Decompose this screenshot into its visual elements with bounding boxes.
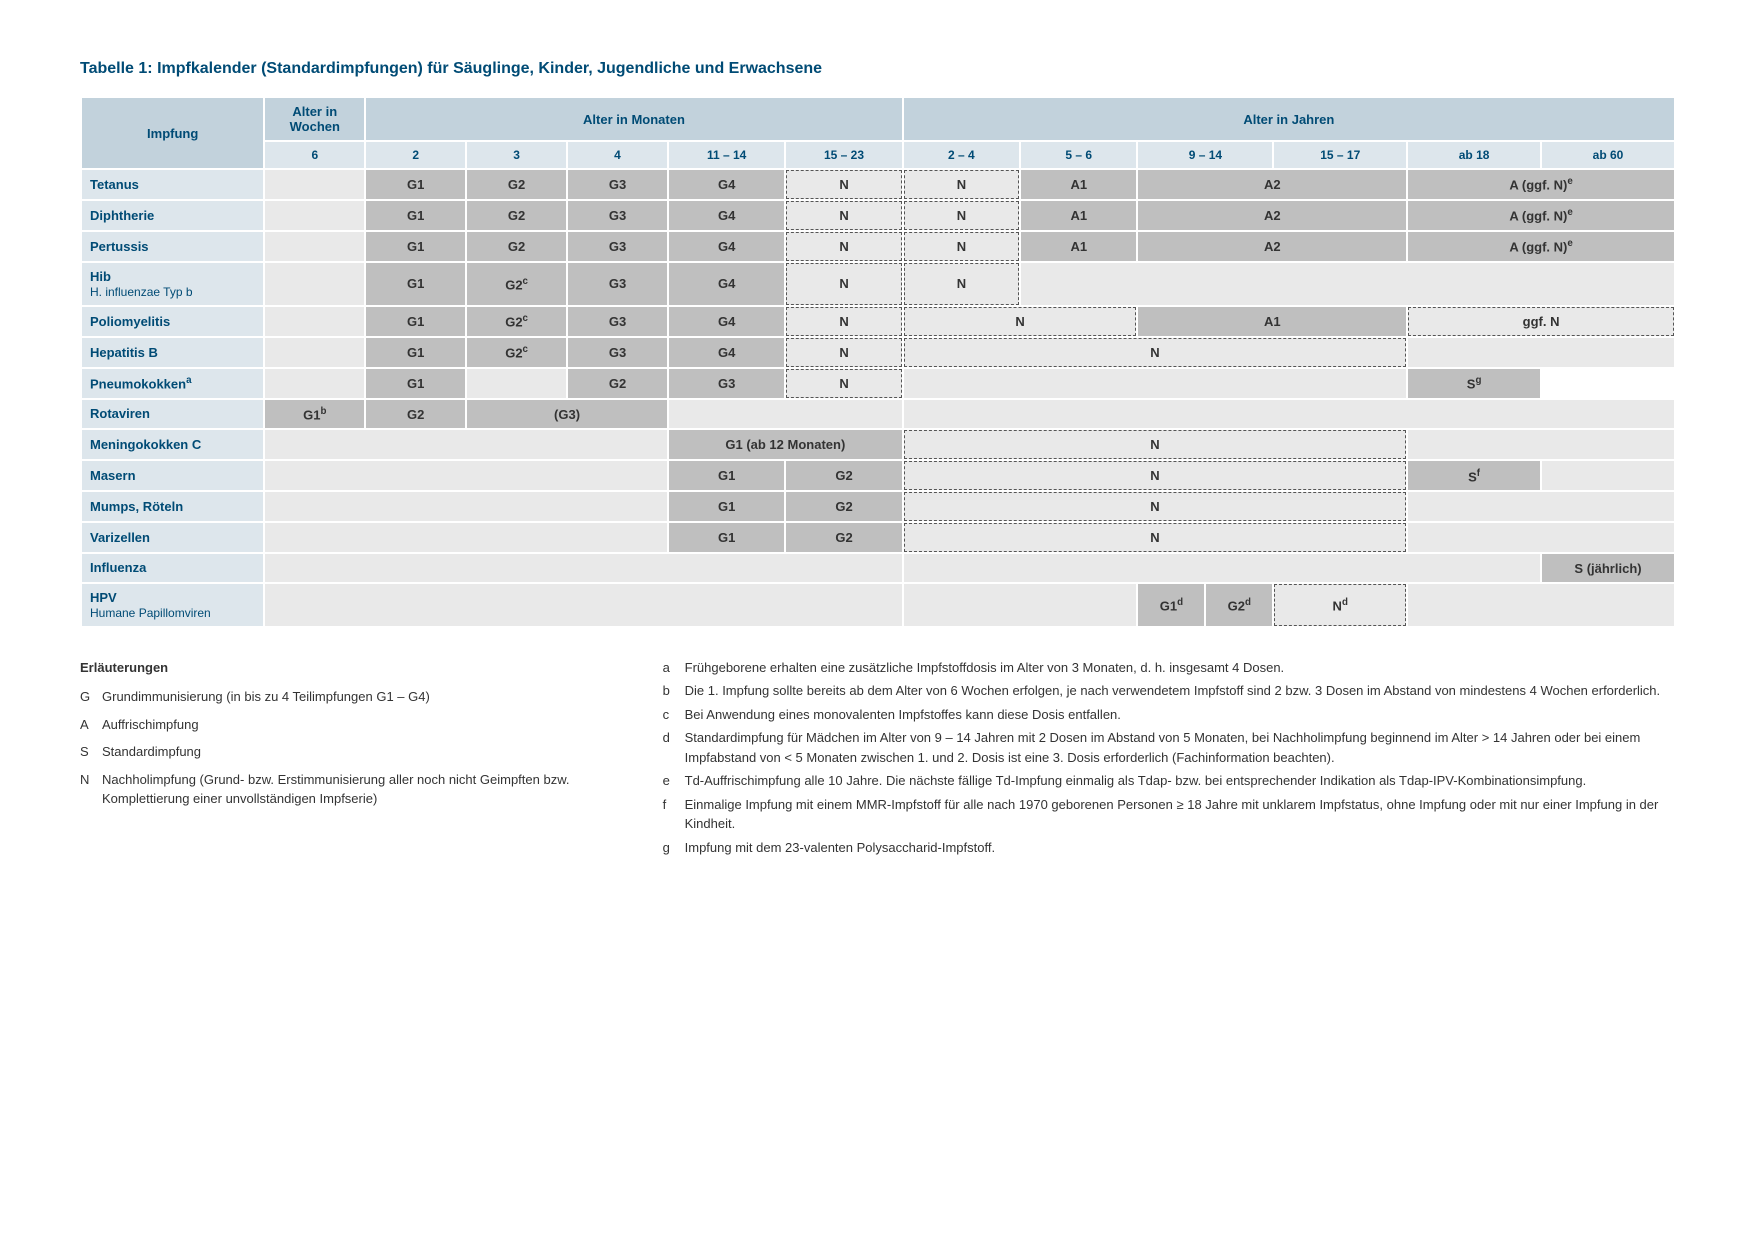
- legend-title: Erläuterungen: [80, 658, 623, 678]
- hdr-y2: 2 – 4: [904, 142, 1019, 168]
- legend-item: AAuffrischimpfung: [80, 715, 623, 735]
- row-varizellen: Varizellen: [82, 523, 263, 552]
- table-row: Rotaviren G1b G2 (G3): [82, 400, 1674, 428]
- row-hepb: Hepatitis B: [82, 338, 263, 367]
- hdr-m2: 2: [366, 142, 465, 168]
- row-pneumo: Pneumokokkena: [82, 369, 263, 398]
- table-title: Tabelle 1: Impfkalender (Standardimpfung…: [80, 60, 1676, 78]
- hdr-y18: ab 18: [1408, 142, 1540, 168]
- footnote: gImpfung mit dem 23-valenten Polysacchar…: [663, 838, 1676, 858]
- hdr-y5: 5 – 6: [1021, 142, 1136, 168]
- table-row: HibH. influenzae Typ b G1 G2c G3 G4 N N: [82, 263, 1674, 305]
- vaccination-table: Impfung Alter in Wochen Alter in Monaten…: [80, 96, 1676, 628]
- group-weeks: Alter in Wochen: [265, 98, 364, 140]
- row-polio: Poliomyelitis: [82, 307, 263, 336]
- footnote: dStandardimpfung für Mädchen im Alter vo…: [663, 728, 1676, 767]
- table-row: Meningokokken C G1 (ab 12 Monaten) N: [82, 430, 1674, 459]
- footnote: eTd-Auffrischimpfung alle 10 Jahre. Die …: [663, 771, 1676, 791]
- table-row: Influenza S (jährlich): [82, 554, 1674, 582]
- group-months: Alter in Monaten: [366, 98, 901, 140]
- row-rota: Rotaviren: [82, 400, 263, 428]
- footnote: fEinmalige Impfung mit einem MMR-Impfsto…: [663, 795, 1676, 834]
- table-row: Diphtherie G1 G2 G3 G4 N N A1 A2 A (ggf.…: [82, 201, 1674, 230]
- hdr-m4: 4: [568, 142, 667, 168]
- hdr-y60: ab 60: [1542, 142, 1674, 168]
- hdr-y15: 15 – 17: [1274, 142, 1406, 168]
- row-pertussis: Pertussis: [82, 232, 263, 261]
- row-diphtherie: Diphtherie: [82, 201, 263, 230]
- legend-item: GGrundimmunisierung (in bis zu 4 Teilimp…: [80, 687, 623, 707]
- hdr-y9: 9 – 14: [1138, 142, 1272, 168]
- row-hib: HibH. influenzae Typ b: [82, 263, 263, 305]
- table-row: Varizellen G1 G2 N: [82, 523, 1674, 552]
- hdr-w6: 6: [265, 142, 364, 168]
- legend-item: SStandardimpfung: [80, 742, 623, 762]
- group-years: Alter in Jahren: [904, 98, 1674, 140]
- legend: Erläuterungen GGrundimmunisierung (in bi…: [80, 658, 1676, 862]
- table-row: Hepatitis B G1 G2c G3 G4 N N: [82, 338, 1674, 367]
- footnote: bDie 1. Impfung sollte bereits ab dem Al…: [663, 681, 1676, 701]
- row-masern: Masern: [82, 461, 263, 490]
- table-row: HPVHumane Papillomviren G1d G2d Nd: [82, 584, 1674, 626]
- table-row: Poliomyelitis G1 G2c G3 G4 N N A1 ggf. N: [82, 307, 1674, 336]
- row-mumps: Mumps, Röteln: [82, 492, 263, 521]
- col-vaccine: Impfung: [82, 98, 263, 168]
- legend-item: NNachholimpfung (Grund- bzw. Erstimmunis…: [80, 770, 623, 809]
- footnote: aFrühgeborene erhalten eine zusätzliche …: [663, 658, 1676, 678]
- row-influenza: Influenza: [82, 554, 263, 582]
- row-hpv: HPVHumane Papillomviren: [82, 584, 263, 626]
- table-row: Mumps, Röteln G1 G2 N: [82, 492, 1674, 521]
- table-row: Masern G1 G2 N Sf: [82, 461, 1674, 490]
- table-row: Pneumokokkena G1 G2 G3 N Sg: [82, 369, 1674, 398]
- row-tetanus: Tetanus: [82, 170, 263, 199]
- table-row: Pertussis G1 G2 G3 G4 N N A1 A2 A (ggf. …: [82, 232, 1674, 261]
- hdr-m11: 11 – 14: [669, 142, 784, 168]
- hdr-m3: 3: [467, 142, 566, 168]
- hdr-m15: 15 – 23: [786, 142, 901, 168]
- row-meningo: Meningokokken C: [82, 430, 263, 459]
- table-row: Tetanus G1 G2 G3 G4 N N A1 A2 A (ggf. N)…: [82, 170, 1674, 199]
- footnote: cBei Anwendung eines monovalenten Impfst…: [663, 705, 1676, 725]
